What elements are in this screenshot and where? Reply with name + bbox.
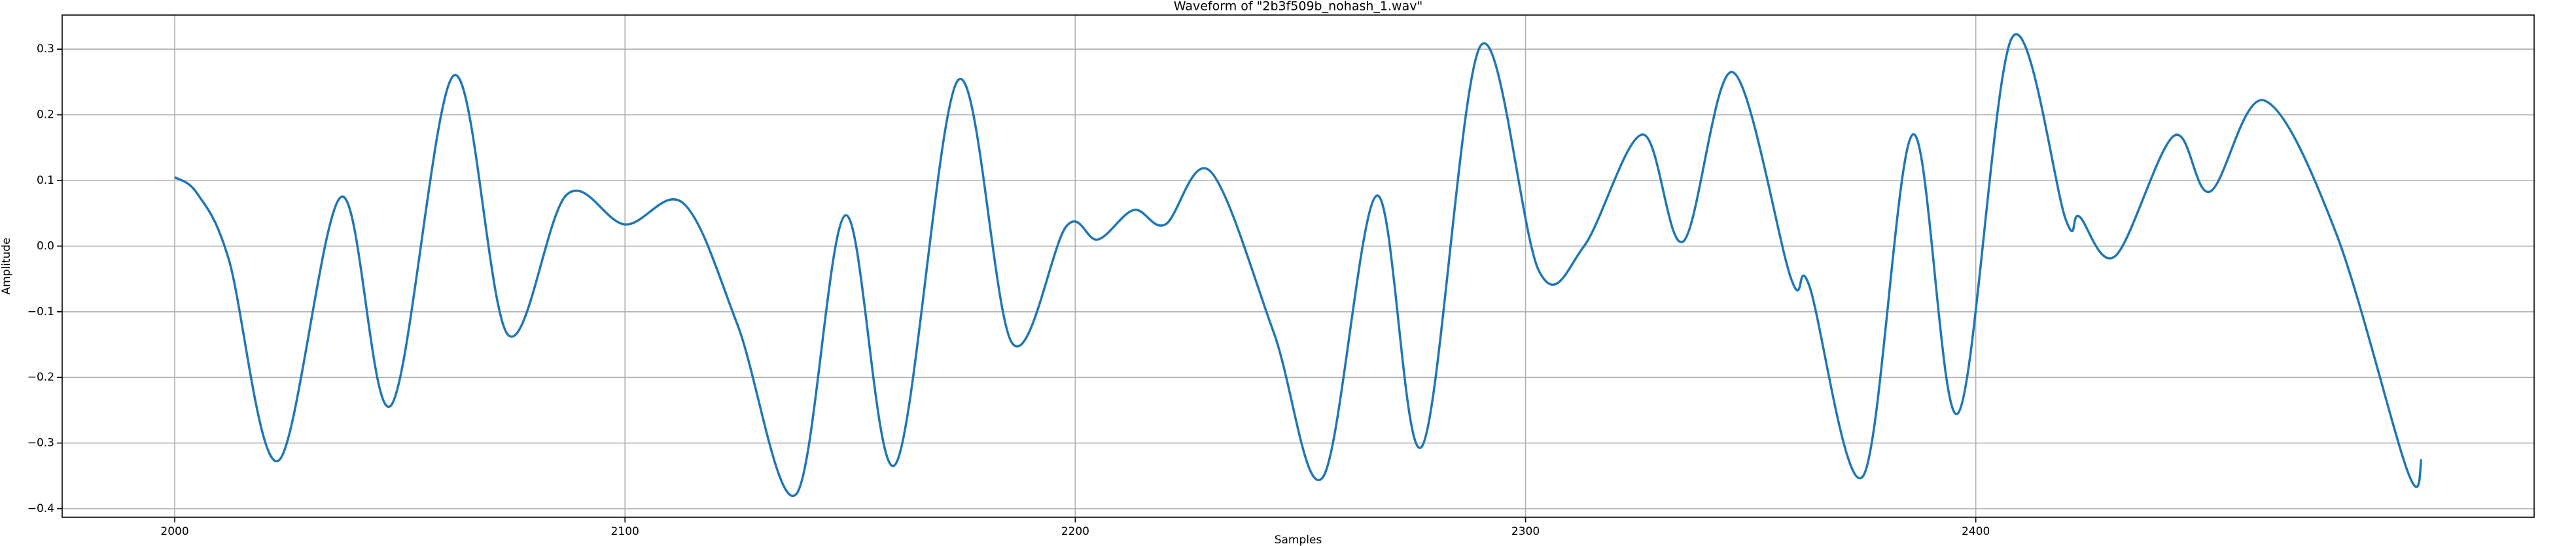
x-tick-label: 2000 <box>160 525 188 538</box>
chart-title: Waveform of "2b3f509b_nohash_1.wav" <box>1174 0 1422 14</box>
y-axis-label: Amplitude <box>0 237 13 294</box>
y-tick-label: 0.0 <box>37 239 54 252</box>
x-tick-label: 2100 <box>611 525 639 538</box>
y-tick-label: 0.3 <box>37 43 54 56</box>
x-axis-label: Samples <box>1275 534 1322 546</box>
x-tick-label: 2300 <box>1511 525 1540 538</box>
x-tick-label: 2200 <box>1061 525 1089 538</box>
waveform-line <box>174 33 2423 498</box>
y-tick-label: 0.2 <box>37 109 54 122</box>
y-tick-label: −0.2 <box>27 371 54 384</box>
axes-frame <box>62 14 2535 518</box>
y-tick-label: −0.1 <box>27 305 54 318</box>
y-tick-label: −0.3 <box>27 437 54 450</box>
y-tick-label: −0.4 <box>27 502 54 515</box>
y-tick-label: 0.1 <box>37 174 54 187</box>
x-tick-label: 2400 <box>1962 525 1990 538</box>
